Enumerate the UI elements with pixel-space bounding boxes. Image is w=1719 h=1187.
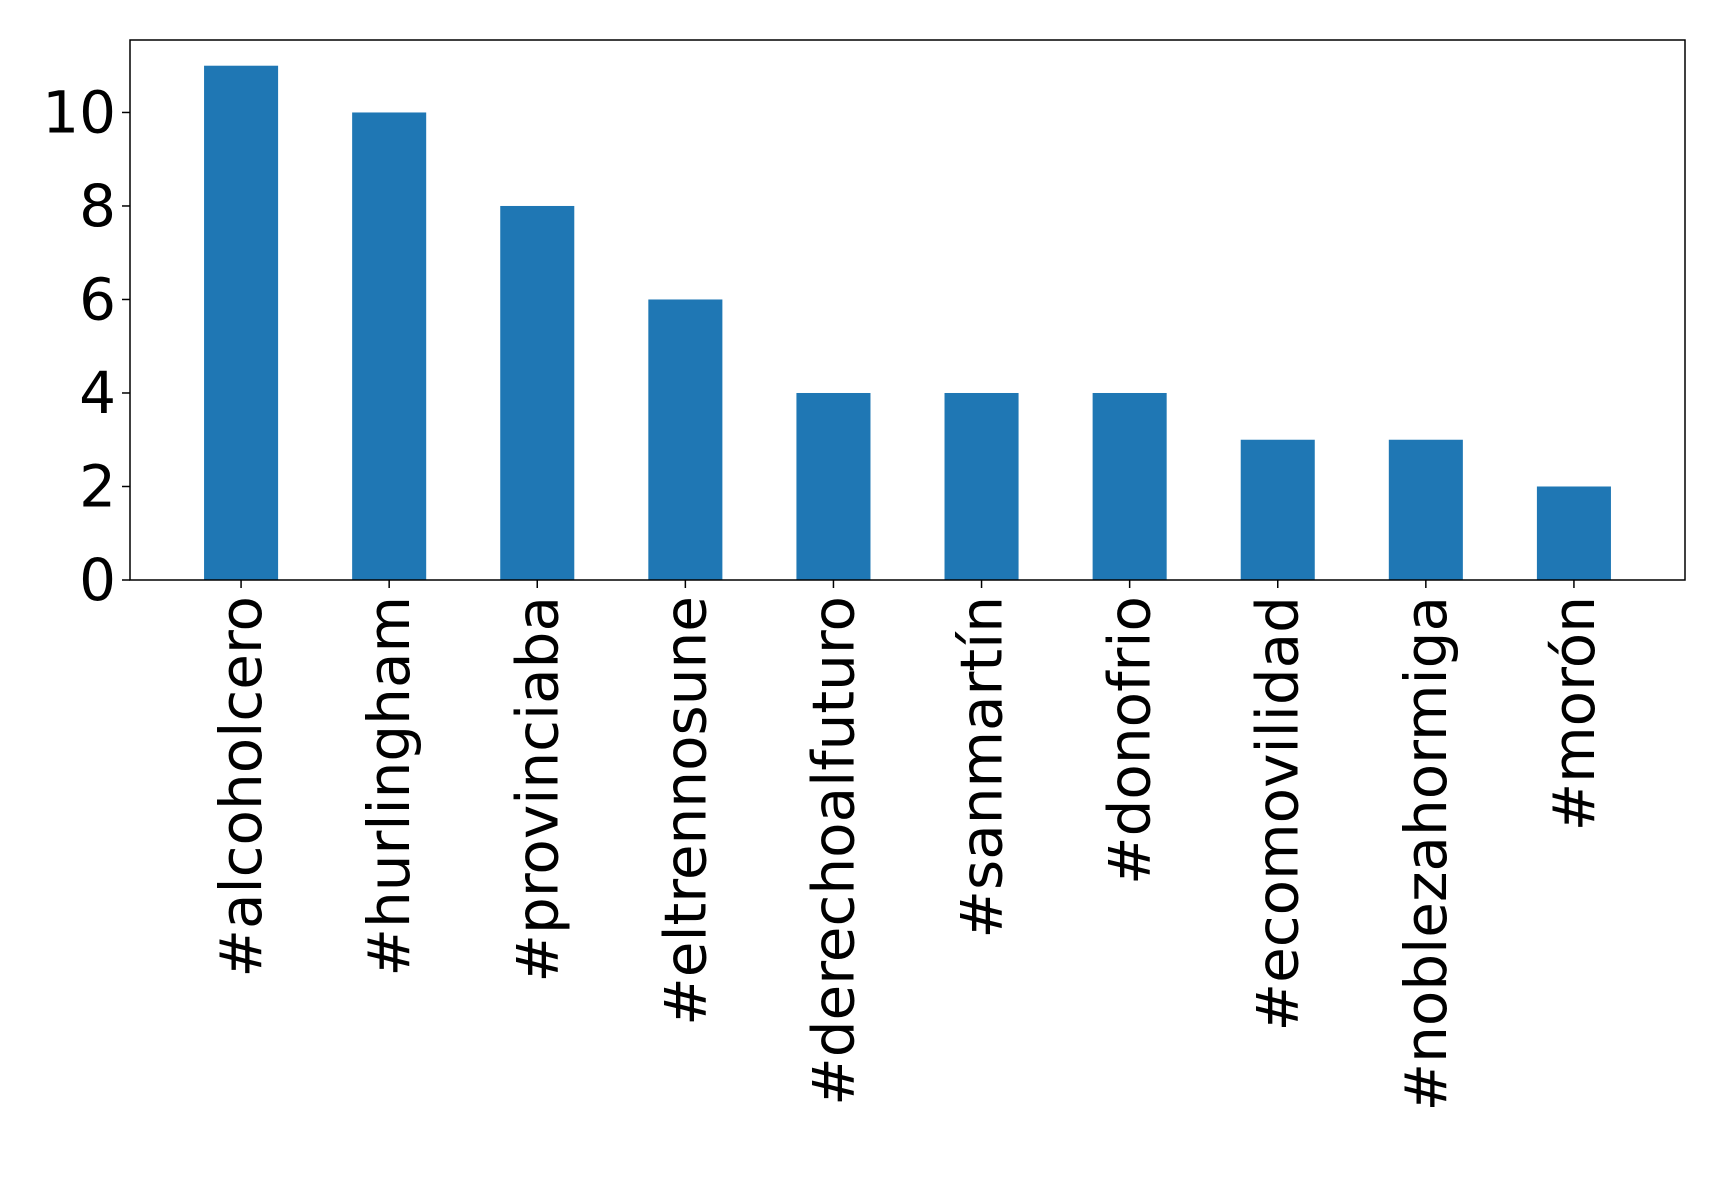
y-tick-label-6: 6: [79, 265, 116, 333]
y-tick-label-8: 8: [79, 172, 116, 240]
y-tick-label-2: 2: [79, 452, 116, 520]
bar-morón: [1536, 486, 1611, 580]
bar-eltrennosune: [648, 299, 723, 580]
bar-hurlingham: [352, 112, 427, 580]
y-tick-label-4: 4: [79, 359, 116, 427]
bar-ecomovilidad: [1240, 439, 1315, 580]
bar-alcoholcero: [204, 65, 279, 580]
x-tick-label-donofrio: #donofrio: [1096, 596, 1164, 885]
x-tick-label-noblezahormiga: #noblezahormiga: [1392, 596, 1460, 1112]
x-tick-label-eltrennosune: #eltrennosune: [651, 596, 719, 1026]
y-axis-ticks: 0 2 4 6 8 10: [42, 78, 130, 614]
x-tick-label-provinciaba: #provinciaba: [503, 596, 571, 983]
plot-area-frame: [129, 39, 1686, 581]
x-tick-label-hurlingham: #hurlingham: [355, 596, 423, 977]
x-tick-label-morón: #morón: [1540, 596, 1608, 831]
y-tick-label-10: 10: [42, 78, 116, 146]
bars-layer: [204, 65, 1611, 580]
bar-noblezahormiga: [1388, 439, 1463, 580]
x-axis-ticks: #alcoholcero #hurlingham #provinciaba #eltr…: [207, 580, 1608, 1112]
x-tick-label-ecomovilidad: #ecomovilidad: [1244, 596, 1312, 1031]
x-tick-label-alcoholcero: #alcoholcero: [207, 596, 275, 978]
x-tick-label-derechoalfuturo: #derechoalfuturo: [799, 596, 867, 1106]
bar-provinciaba: [500, 205, 575, 580]
bar-derechoalfuturo: [796, 392, 871, 580]
bar-sanmartín: [944, 392, 1019, 580]
y-tick-label-0: 0: [79, 546, 116, 614]
x-tick-label-sanmartín: #sanmartín: [948, 596, 1016, 939]
bar-donofrio: [1092, 392, 1167, 580]
